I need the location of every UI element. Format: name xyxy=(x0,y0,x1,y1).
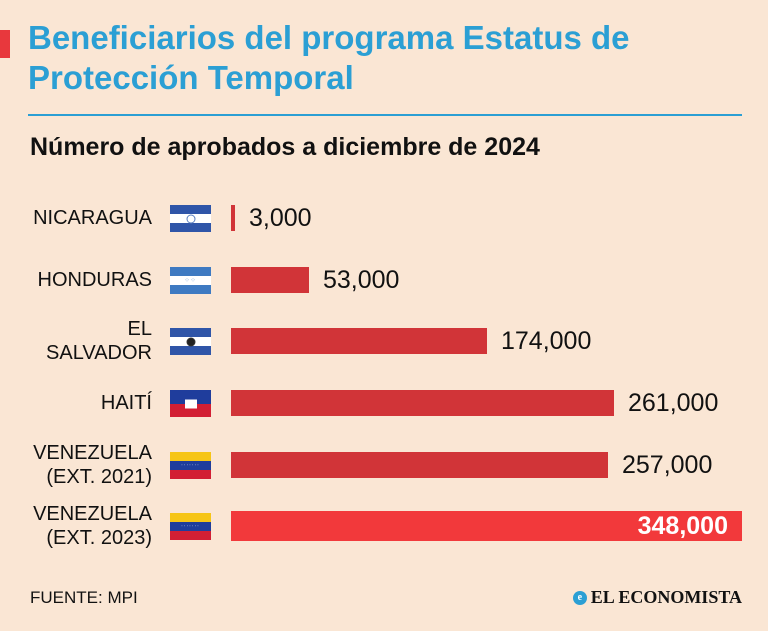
chart-subtitle: Número de aprobados a diciembre de 2024 xyxy=(30,133,540,161)
logo-icon: e xyxy=(572,590,587,605)
category-label-line: VENEZUELA xyxy=(33,442,152,464)
category-label: HONDURAS xyxy=(38,268,152,292)
value-label: 261,000 xyxy=(628,389,719,417)
nicaragua-flag xyxy=(170,205,211,232)
category-label-line: (EXT. 2021) xyxy=(46,466,152,488)
category-label-line: SALVADOR xyxy=(46,342,152,364)
category-label: VENEZUELA (EXT. 2021) xyxy=(33,441,152,489)
bar xyxy=(231,452,608,478)
publisher-logo: e EL ECONOMISTA xyxy=(572,587,742,608)
logo-text: EL ECONOMISTA xyxy=(590,587,742,607)
bar xyxy=(231,390,614,416)
value-label: 174,000 xyxy=(501,327,592,355)
bar xyxy=(231,328,487,354)
category-label-line: HONDURAS xyxy=(37,269,152,291)
category-label-line: HAITÍ xyxy=(100,392,152,414)
honduras-flag: ⁘⁘ xyxy=(170,267,211,294)
haiti-flag xyxy=(170,390,211,417)
title-divider xyxy=(28,114,742,116)
category-label: EL SALVADOR xyxy=(46,317,152,365)
value-label: 3,000 xyxy=(249,204,312,232)
value-label: 257,000 xyxy=(622,451,713,479)
title-accent-mark xyxy=(0,30,10,58)
category-label-line: (EXT. 2023) xyxy=(46,527,152,549)
bar xyxy=(231,205,235,231)
bar xyxy=(231,267,309,293)
value-label: 348,000 xyxy=(637,512,728,540)
value-label: 53,000 xyxy=(323,266,400,294)
el-salvador-flag xyxy=(170,328,211,355)
category-label: HAITÍ xyxy=(101,391,152,415)
category-label: VENEZUELA (EXT. 2023) xyxy=(33,502,152,550)
category-label-line: EL xyxy=(127,318,152,340)
venezuela-flag: ······· xyxy=(170,452,211,479)
category-label: NICARAGUA xyxy=(33,206,152,230)
chart-title: Beneficiarios del programa Estatus de Pr… xyxy=(28,19,630,96)
source-note: FUENTE: MPI xyxy=(30,588,138,607)
category-label-line: VENEZUELA xyxy=(33,503,152,525)
category-label-line: NICARAGUA xyxy=(33,207,152,229)
bar xyxy=(231,511,742,541)
venezuela-flag: ······· xyxy=(170,513,211,540)
